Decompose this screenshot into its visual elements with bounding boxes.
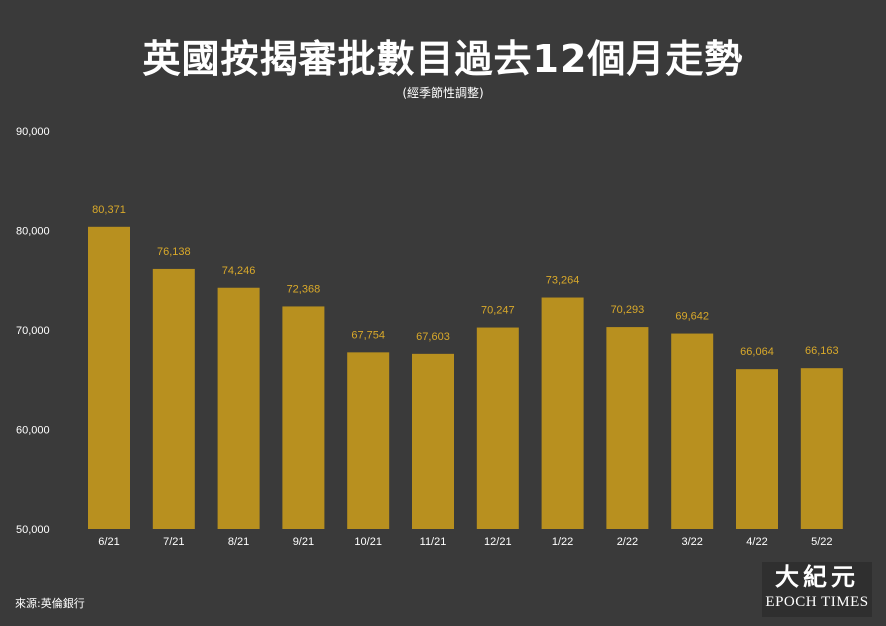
y-tick-label: 80,000 <box>16 226 50 238</box>
y-tick-label: 90,000 <box>16 126 50 138</box>
x-tick-label: 12/21 <box>484 536 512 548</box>
x-tick-label: 8/21 <box>228 536 249 548</box>
logo-chinese-text: 大紀元 <box>775 562 859 591</box>
x-tick-label: 9/21 <box>293 536 314 548</box>
bar <box>800 368 843 529</box>
x-tick-label: 4/22 <box>746 536 767 548</box>
y-tick-label: 60,000 <box>16 425 50 437</box>
bar-value-label: 69,642 <box>675 311 709 323</box>
bar <box>88 226 130 530</box>
x-tick-label: 3/22 <box>681 536 702 548</box>
chart-title: 英國按揭審批數目過去12個月走勢 <box>142 37 744 81</box>
x-tick-label: 1/22 <box>552 536 573 548</box>
x-tick-label: 2/22 <box>617 536 638 548</box>
bar-value-label: 67,603 <box>416 331 450 343</box>
x-tick-label: 5/22 <box>811 536 832 548</box>
bar-value-label: 70,293 <box>611 304 645 316</box>
x-tick-label: 6/21 <box>98 536 119 548</box>
bar-value-label: 76,138 <box>157 246 191 258</box>
bar <box>671 333 714 529</box>
bar <box>606 327 649 529</box>
bar-value-label: 66,163 <box>805 345 839 357</box>
bar <box>217 287 260 529</box>
x-tick-label: 11/21 <box>420 536 447 548</box>
source-note: 來源:英倫銀行 <box>15 597 85 610</box>
bar <box>736 369 778 529</box>
bar <box>541 297 584 529</box>
bar-value-label: 74,246 <box>222 265 256 277</box>
epoch-times-logo: 大紀元 EPOCH TIMES <box>762 562 872 617</box>
bar <box>152 268 195 529</box>
bar <box>412 353 454 529</box>
x-tick-label: 10/21 <box>354 536 382 548</box>
bar-value-label: 66,064 <box>740 346 774 358</box>
x-tick-label: 7/21 <box>163 536 184 548</box>
y-tick-label: 50,000 <box>16 524 50 536</box>
bar <box>476 327 519 529</box>
bar <box>282 306 325 529</box>
y-tick-label: 70,000 <box>16 325 50 337</box>
bar-value-label: 67,754 <box>351 329 385 341</box>
bar-value-label: 73,264 <box>546 275 580 287</box>
bar <box>347 352 390 529</box>
bar-value-label: 72,368 <box>287 283 321 295</box>
bar-value-label: 80,371 <box>92 204 126 216</box>
bar-value-label: 70,247 <box>481 305 515 317</box>
chart-subtitle: (經季節性調整) <box>402 86 484 100</box>
logo-english-text: EPOCH TIMES <box>765 594 869 610</box>
